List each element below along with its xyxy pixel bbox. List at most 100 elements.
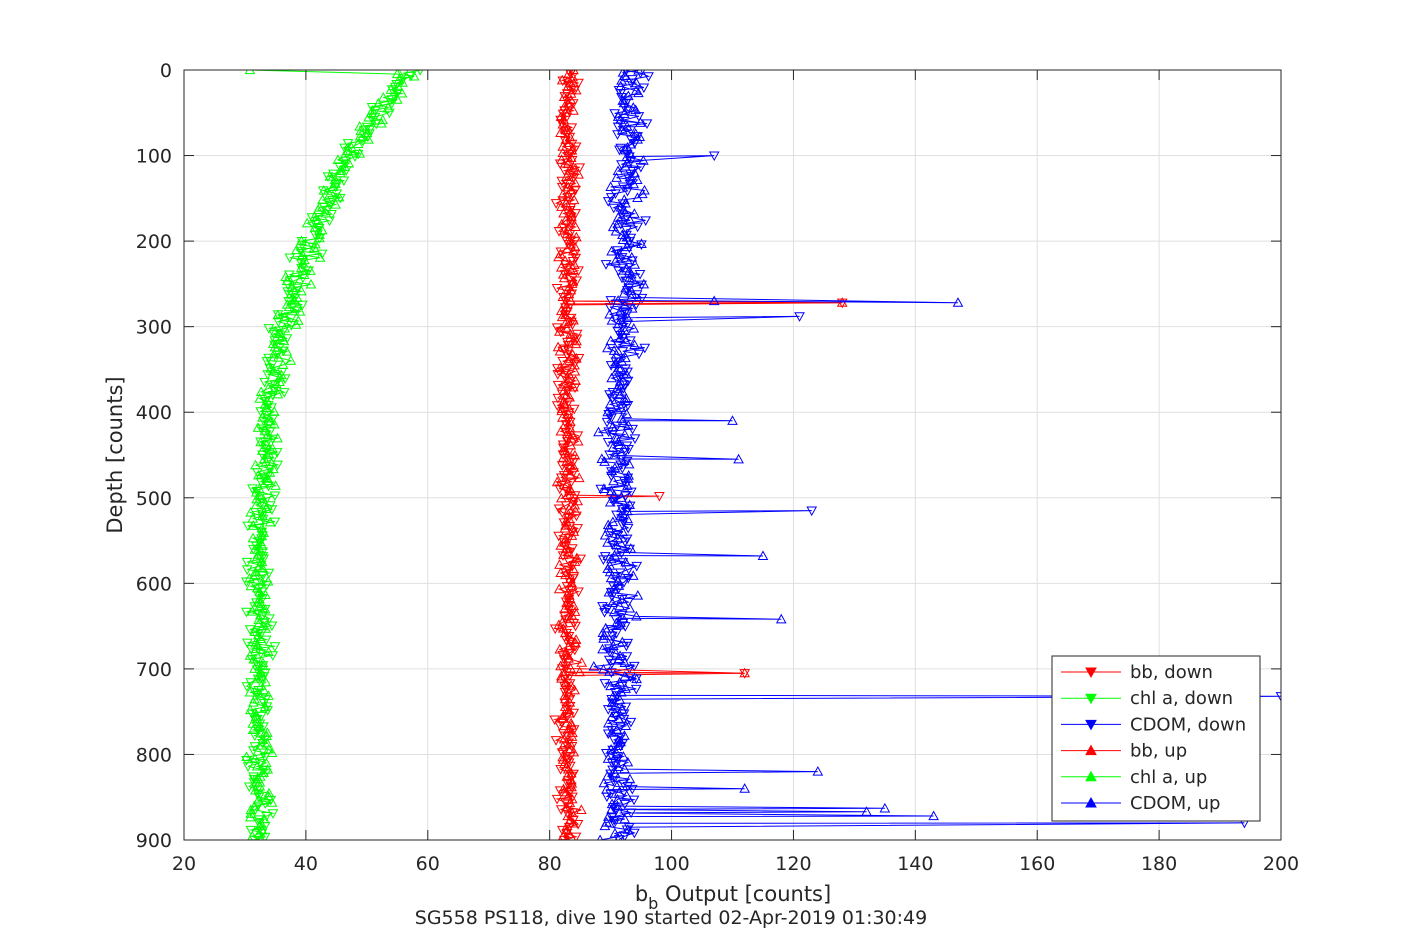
data-point [558, 399, 570, 409]
data-point [554, 643, 566, 654]
data-point [264, 467, 276, 477]
data-point [599, 679, 611, 689]
data-point [564, 417, 576, 428]
data-point [622, 824, 634, 834]
data-point [606, 372, 618, 383]
data-point [621, 225, 632, 236]
data-point [263, 790, 274, 801]
data-point [245, 507, 256, 517]
data-point [597, 602, 608, 612]
data-point [556, 670, 567, 681]
data-point [245, 804, 257, 814]
data-point [602, 717, 614, 728]
data-point [257, 620, 269, 631]
data-point [260, 402, 272, 412]
data-point [566, 211, 577, 222]
data-point [555, 805, 567, 815]
data-point [558, 207, 569, 218]
data-point [569, 177, 581, 188]
data-point [610, 546, 622, 557]
data-point [560, 134, 572, 144]
data-point [614, 677, 626, 687]
data-point [252, 794, 264, 805]
data-point [620, 480, 632, 491]
data-point [554, 559, 565, 569]
data-point [568, 105, 579, 115]
data-point [568, 746, 580, 757]
data-point [568, 600, 580, 611]
data-point [606, 245, 617, 256]
data-point [257, 660, 269, 671]
data-point [620, 556, 632, 567]
data-point [262, 727, 273, 737]
data-point [310, 238, 321, 249]
data-point [598, 483, 610, 494]
data-point [256, 739, 268, 750]
data-point [602, 437, 614, 448]
data-point [570, 832, 582, 840]
data-point [733, 453, 744, 464]
data-point [561, 434, 573, 445]
data-point [562, 810, 574, 821]
y-tick-label: 0 [160, 60, 172, 82]
data-point [256, 497, 268, 507]
legend-item: CDOM, up [1061, 793, 1220, 814]
data-point [259, 377, 270, 388]
data-point [255, 386, 267, 396]
data-point [247, 718, 259, 728]
data-point [606, 315, 618, 325]
data-point [553, 531, 565, 542]
data-point [608, 475, 619, 486]
data-point [620, 683, 632, 693]
data-point [614, 830, 625, 840]
data-point [567, 276, 579, 286]
data-point [564, 422, 576, 433]
data-point [251, 672, 263, 683]
data-point [305, 265, 316, 275]
data-point [619, 325, 631, 336]
data-point [623, 420, 634, 430]
data-point [552, 370, 564, 380]
data-point [557, 188, 569, 199]
data-point [570, 231, 582, 242]
data-point [561, 228, 573, 239]
data-point [635, 162, 647, 173]
legend-marker [1085, 693, 1097, 705]
data-point [623, 243, 635, 254]
data-point [256, 522, 268, 533]
data-point [598, 633, 609, 643]
data-point [632, 590, 644, 600]
data-point [615, 492, 627, 502]
data-point [609, 462, 621, 473]
data-point [566, 793, 578, 804]
y-axis-label: Depth [counts] [103, 376, 127, 533]
data-point [284, 253, 296, 264]
data-point [630, 104, 642, 115]
data-point [558, 442, 570, 453]
data-point [574, 666, 586, 677]
y-tick-label: 800 [136, 744, 172, 766]
data-point [253, 617, 265, 628]
data-point [631, 77, 642, 88]
data-point [320, 207, 332, 218]
data-point [616, 413, 627, 423]
data-point [602, 519, 614, 530]
data-point [566, 184, 577, 195]
data-point [564, 131, 576, 142]
data-point [247, 746, 259, 756]
data-point [249, 626, 261, 636]
data-point [613, 266, 624, 277]
data-point [614, 619, 626, 630]
data-point [556, 673, 567, 683]
data-point [260, 503, 272, 514]
data-point [641, 119, 653, 130]
data-point [621, 120, 633, 131]
data-point [557, 754, 569, 764]
data-point [615, 114, 626, 124]
data-point [928, 810, 939, 821]
data-point [575, 554, 586, 565]
data-point [556, 154, 567, 164]
data-point [617, 70, 629, 77]
data-point [565, 265, 577, 276]
data-point [243, 782, 255, 793]
